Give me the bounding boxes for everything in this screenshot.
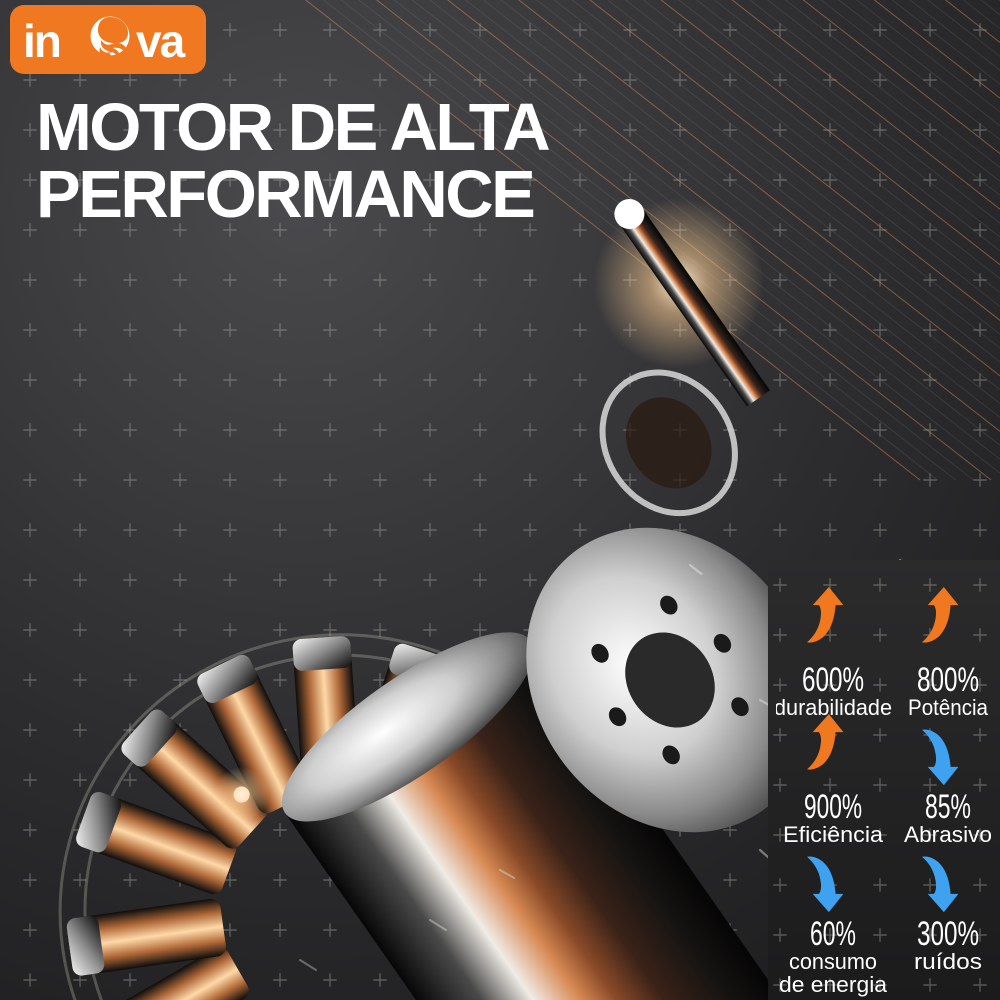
svg-text:800%: 800% xyxy=(917,661,979,699)
svg-text:900%: 900% xyxy=(804,788,862,826)
svg-text:ruídos: ruídos xyxy=(914,949,982,974)
svg-text:85%: 85% xyxy=(925,788,971,826)
svg-text:consumo: consumo xyxy=(789,949,877,974)
svg-text:60%: 60% xyxy=(810,915,856,953)
svg-text:300%: 300% xyxy=(917,915,979,953)
svg-text:durabilidade: durabilidade xyxy=(776,695,892,720)
svg-text:Potência: Potência xyxy=(908,695,989,720)
svg-text:Abrasivo: Abrasivo xyxy=(904,822,992,847)
svg-text:de energia: de energia xyxy=(779,972,888,997)
svg-text:in: in xyxy=(23,15,60,67)
svg-text:600%: 600% xyxy=(802,661,864,699)
svg-text:va: va xyxy=(136,15,186,67)
svg-text:Eficiência: Eficiência xyxy=(783,822,884,847)
